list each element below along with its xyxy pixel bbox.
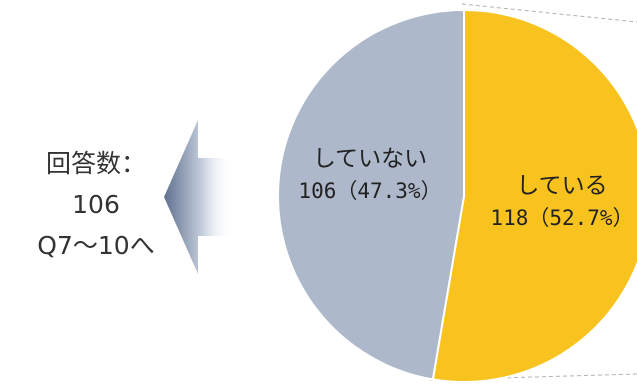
leader-line-top — [461, 3, 637, 23]
slice-label-not-doing: していない — [313, 146, 427, 172]
slice-value-doing: 118（52.7%） — [490, 206, 633, 230]
pie-slices — [277, 8, 637, 383]
callout-line-2: 106 — [72, 190, 120, 219]
callout-line-3: Q7～10へ — [37, 231, 154, 260]
pie-slice-doing — [431, 8, 637, 383]
pie-slice-not-doing — [277, 8, 465, 381]
left-arrow-shape — [164, 120, 232, 274]
callout-line-1: 回答数： — [46, 149, 146, 178]
slice-label-doing: している — [516, 173, 607, 199]
slice-value-not-doing: 106（47.3%） — [298, 179, 441, 203]
